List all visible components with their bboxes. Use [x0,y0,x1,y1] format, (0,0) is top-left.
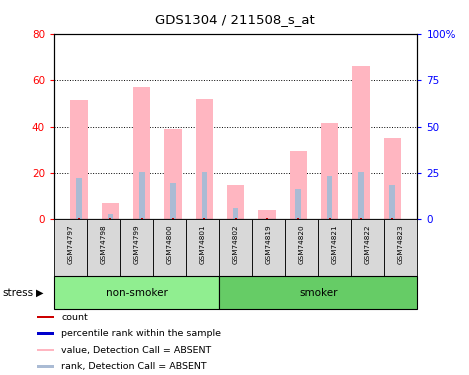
Bar [389,184,395,219]
Text: GSM74821: GSM74821 [332,224,338,264]
Text: GSM74802: GSM74802 [233,224,239,264]
Bar [227,184,244,219]
Text: ▶: ▶ [36,288,44,297]
Text: GSM74820: GSM74820 [299,224,305,264]
Text: rank, Detection Call = ABSENT: rank, Detection Call = ABSENT [61,362,207,371]
Text: GSM74798: GSM74798 [100,224,106,264]
Bar [165,129,182,219]
Bar [186,219,219,276]
Bar [139,172,144,219]
Text: GSM74822: GSM74822 [365,224,371,264]
Bar [37,316,54,318]
Bar [102,203,119,219]
Bar [54,276,219,309]
Bar [321,123,338,219]
Bar [327,177,333,219]
Bar [120,219,153,276]
Text: GSM74797: GSM74797 [68,224,74,264]
Bar [37,365,54,368]
Bar [295,189,301,219]
Bar [133,87,151,219]
Text: non-smoker: non-smoker [106,288,167,297]
Bar [70,100,88,219]
Text: stress: stress [2,288,33,297]
Text: value, Detection Call = ABSENT: value, Detection Call = ABSENT [61,346,212,355]
Text: GSM74801: GSM74801 [200,224,205,264]
Text: GSM74819: GSM74819 [266,224,272,264]
Bar [202,172,207,219]
Bar [87,219,120,276]
Text: GSM74800: GSM74800 [166,224,173,264]
Bar [285,219,318,276]
Bar [233,208,239,219]
Text: GSM74799: GSM74799 [134,224,140,264]
Bar [358,172,364,219]
Bar [54,219,87,276]
Bar [37,349,54,351]
Bar [219,219,252,276]
Bar [37,332,54,335]
Bar [351,219,385,276]
Bar [258,210,276,219]
Bar [219,276,417,309]
Bar [318,219,351,276]
Bar [290,151,307,219]
Bar [252,219,285,276]
Bar [385,219,417,276]
Text: smoker: smoker [299,288,338,297]
Text: GSM74823: GSM74823 [398,224,404,264]
Text: GDS1304 / 211508_s_at: GDS1304 / 211508_s_at [155,13,314,26]
Bar [196,99,213,219]
Bar [107,214,113,219]
Bar [153,219,186,276]
Bar [384,138,401,219]
Bar [352,66,370,219]
Text: count: count [61,313,88,322]
Bar [170,183,176,219]
Text: percentile rank within the sample: percentile rank within the sample [61,329,221,338]
Bar [76,178,82,219]
